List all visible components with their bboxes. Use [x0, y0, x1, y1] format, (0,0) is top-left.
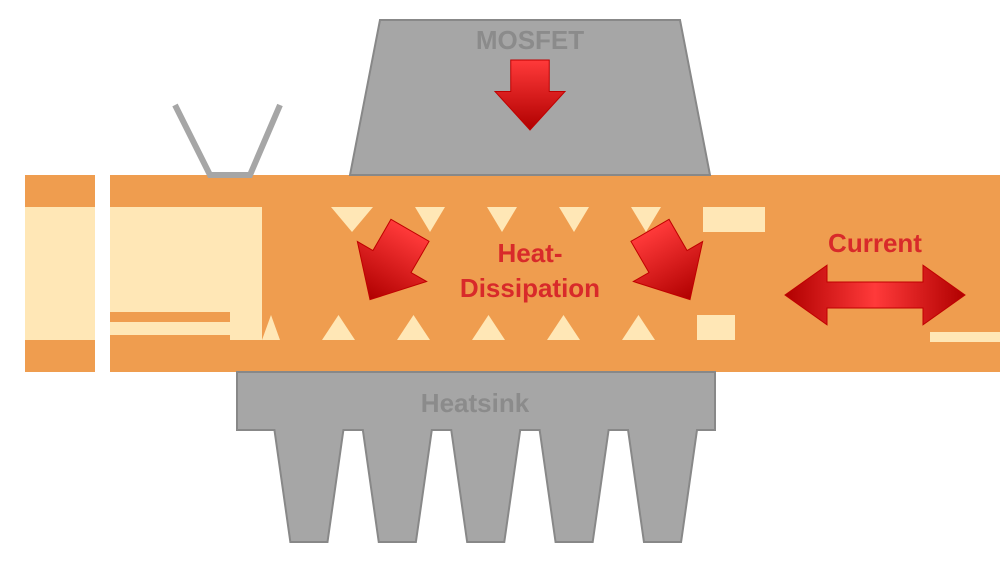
heat-dissipation-label-2: Dissipation [460, 273, 600, 303]
left-pad-body [25, 207, 95, 340]
left-pad-top-copper [25, 175, 95, 207]
mosfet-lead-wire [175, 105, 280, 175]
bottom-copper-plate [110, 340, 1000, 372]
mosfet-label: MOSFET [476, 25, 584, 55]
thermal-cross-section-diagram: MOSFET Heatsink Heat- Dissipation Current [0, 0, 1000, 569]
right-trace-notches [930, 332, 1000, 342]
heat-dissipation-label-1: Heat- [497, 238, 562, 268]
left-pad-bottom-copper [25, 340, 95, 372]
top-copper-plate [110, 175, 1000, 207]
heatsink-label: Heatsink [421, 388, 530, 418]
bottom-thermal-vias [262, 315, 735, 341]
current-label: Current [828, 228, 922, 258]
